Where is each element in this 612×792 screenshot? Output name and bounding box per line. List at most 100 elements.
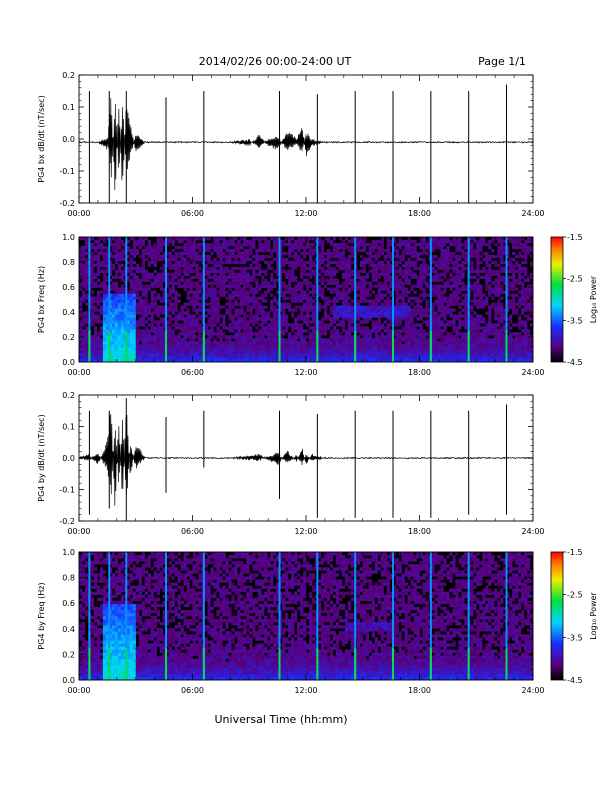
spectrogram-cell [192,237,196,241]
spectrogram-cell [144,299,148,303]
spectrogram-cell [464,347,468,351]
spectrogram-cell [228,305,232,309]
spectrogram-cell [279,248,283,253]
spectrogram-cell [395,251,399,256]
spectrogram-cell [297,284,301,288]
spectrogram-cell [398,350,402,354]
plot-title: 2014/02/26 00:00-24:00 UT [199,55,352,68]
spectrogram-cell [317,344,322,348]
spectrogram-cell [141,239,146,244]
spectrogram-cell [479,302,483,306]
spectrogram-cell [135,263,140,268]
spectrogram-cell [446,299,450,303]
spectrogram-cell [114,293,119,297]
spectrogram-cell [335,353,340,357]
spectrogram-cell [341,356,346,360]
spectrogram-cell [341,353,346,357]
spectrogram-cell [96,293,101,297]
spectrogram-cell [497,263,501,268]
spectrogram-cell [494,278,498,282]
spectrogram-cell [371,239,375,244]
spectrogram-cell [491,269,495,274]
spectrogram-cell [285,296,289,300]
spectrogram-cell [252,242,256,247]
spectrogram-cell [234,320,238,324]
spectrogram-cell [389,305,393,309]
spectrogram-cell [401,293,405,297]
spectrogram-cell [105,263,110,268]
spectrogram-cell [138,347,143,351]
spectrogram-cell [488,287,492,291]
spectrogram-cell [192,293,196,297]
spectrogram-cell [99,248,104,253]
spectrogram-cell [282,338,286,342]
spectrogram-cell [356,284,361,288]
spectrogram-cell [326,341,331,345]
spectrogram-cell [473,317,477,321]
spectrogram-cell [377,347,381,351]
spectrogram-cell [159,305,163,309]
spectrogram-cell [476,242,480,247]
spectrogram-cell [117,263,122,268]
spectrogram-cell [425,281,429,285]
spectrogram-cell [279,353,283,357]
spectrogram-cell [434,356,438,360]
spectrogram-cell [99,284,104,288]
spectrogram-cell [81,353,86,357]
spectrogram-cell [96,269,101,274]
spectrogram-cell [389,323,393,327]
spectrogram-cell [470,254,474,259]
spectrogram-cell [225,242,229,247]
spectrogram-cell [84,353,89,357]
spectrogram-cell [398,269,402,274]
spectrogram-cell [129,305,134,309]
spectrogram-cell [219,350,223,354]
spectrogram-cell [344,293,349,297]
spectrogram-cell [210,293,214,297]
spectrogram-cell [434,269,438,274]
spectrogram-cell [320,275,325,279]
spectrogram-cell [84,278,89,282]
spectrogram-cell [165,293,169,297]
spectrogram-cell [135,269,140,274]
spectrogram-cell [219,248,223,253]
spectrogram-cell [443,269,447,274]
spectrogram-cell [168,237,172,241]
spectrogram-cell [210,353,214,357]
spectrogram-cell [84,359,89,363]
spectrogram-cell [102,344,107,348]
spectrogram-cell [419,326,423,330]
spectrogram-cell [497,359,501,363]
spectrogram-cell [282,353,286,357]
spectrogram-cell [141,359,146,363]
spectrogram-cell [207,344,211,348]
spectrogram-cell [434,239,438,244]
spectrogram-cell [380,335,384,339]
spectrogram-cell [147,254,151,259]
spectrogram-cell [276,272,280,276]
spectrogram-cell [93,305,98,309]
spectrogram-cell [317,347,322,351]
spectrogram-cell [368,356,373,360]
spectrogram-cell [129,335,134,339]
spectrogram-cell [105,302,110,306]
spectrogram-cell [138,356,143,360]
spectrogram-cell [335,305,340,309]
spectrogram-cell [401,317,405,321]
spectrogram-cell [365,329,370,333]
spectrogram-cell [111,248,116,253]
spectrogram-cell [294,284,298,288]
spectrogram-cell [317,305,322,309]
spectrogram-cell [246,296,250,300]
spectrogram-cell [99,338,104,342]
spectrogram-cell [374,335,378,339]
spectrogram-cell [138,344,143,348]
spectrogram-cell [81,338,86,342]
spectrogram-cell [491,347,495,351]
spectrogram-cell [90,245,95,250]
spectrogram-cell [183,287,187,291]
spectrogram-cell [111,332,116,336]
spectrogram-cell [455,290,459,294]
spectrogram-cell [303,272,307,276]
spectrogram-cell [443,290,447,294]
